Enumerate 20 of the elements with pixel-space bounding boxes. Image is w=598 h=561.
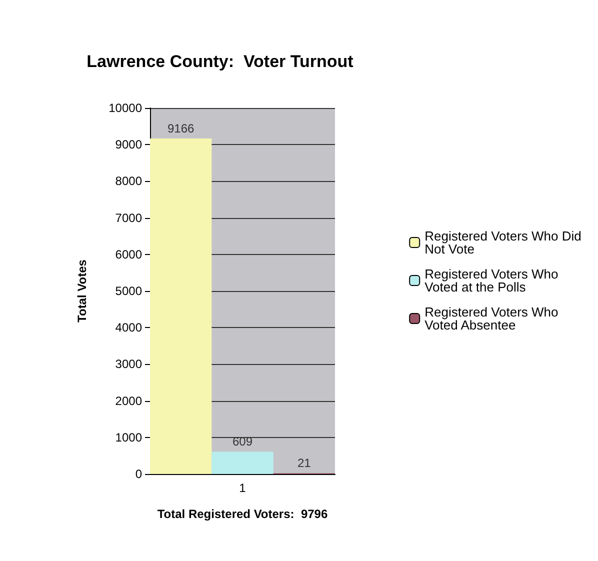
y-tick-label: 2000 [115, 394, 142, 408]
data-label: 9166 [167, 122, 195, 136]
y-tick-label: 7000 [115, 210, 142, 225]
x-tick-label: 1 [239, 481, 246, 495]
y-tick-label: 9000 [115, 138, 142, 152]
y-tick-label: 3000 [115, 357, 142, 372]
x-axis-title: Total Registered Voters: 9796 [157, 507, 328, 521]
legend-label: Registered Voters Who Did Not Vote [424, 228, 585, 256]
y-tick-label: 0 [135, 467, 142, 481]
y-tick-label: 8000 [115, 174, 142, 188]
y-tick-label: 4000 [115, 320, 142, 335]
data-label: 21 [297, 456, 312, 470]
y-tick-label: 6000 [115, 247, 142, 262]
chart-title: Lawrence County: Voter Turnout [86, 52, 354, 71]
y-tick-label: 10000 [108, 101, 142, 115]
y-tick-label: 5000 [115, 284, 142, 298]
legend-label: Registered Voters Who Voted at the Polls [424, 266, 562, 294]
y-axis-title: Total Votes [75, 259, 89, 322]
y-tick-label: 1000 [115, 430, 142, 444]
legend-label: Registered Voters Who Voted Absentee [424, 304, 562, 332]
